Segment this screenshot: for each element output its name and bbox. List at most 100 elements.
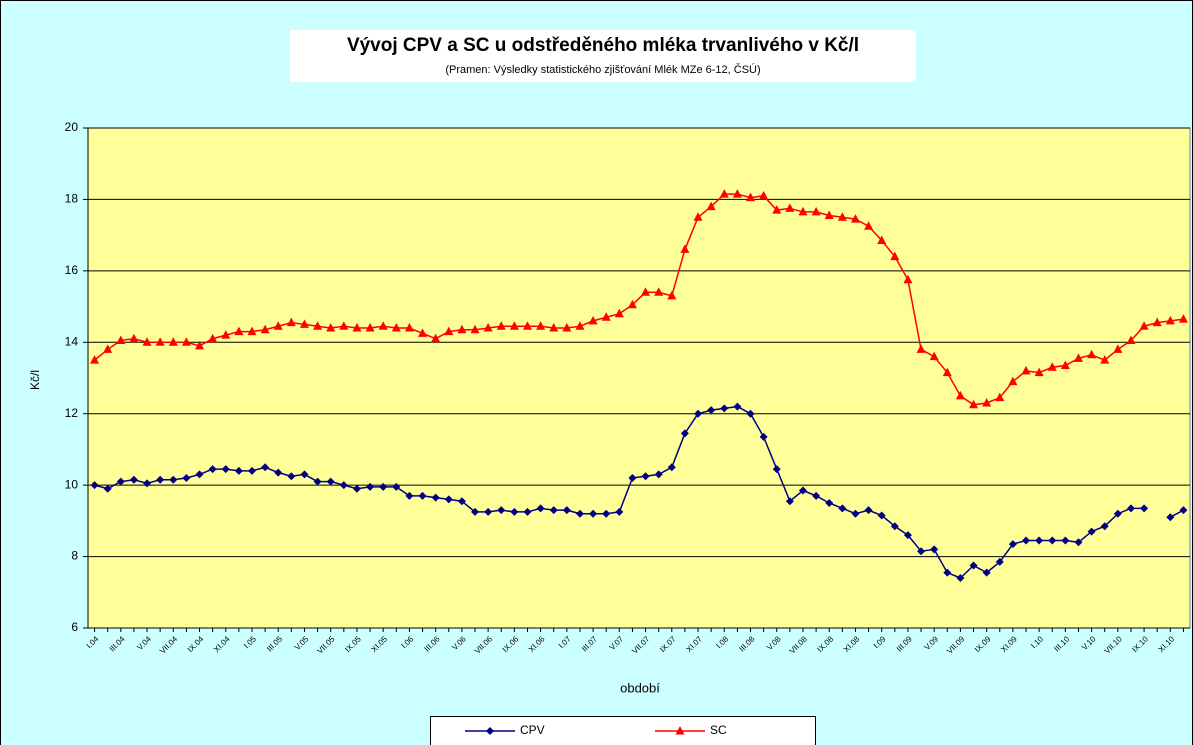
data-point bbox=[982, 568, 991, 577]
data-point bbox=[995, 557, 1004, 566]
data-point bbox=[707, 406, 716, 415]
data-point bbox=[181, 337, 191, 346]
data-point bbox=[182, 474, 191, 482]
data-point bbox=[326, 477, 335, 486]
data-point bbox=[444, 326, 454, 336]
data-point bbox=[562, 323, 572, 332]
data-point bbox=[969, 399, 979, 409]
data-point bbox=[811, 206, 821, 216]
title-box bbox=[290, 30, 916, 82]
data-point bbox=[536, 504, 545, 513]
data-point bbox=[208, 465, 217, 474]
data-point bbox=[510, 507, 519, 516]
data-point bbox=[496, 321, 506, 330]
data-point bbox=[812, 491, 821, 500]
data-point bbox=[562, 506, 571, 515]
data-point bbox=[602, 509, 611, 518]
data-point bbox=[195, 340, 205, 350]
data-point bbox=[903, 531, 912, 540]
data-point bbox=[168, 337, 178, 346]
y-tick-label: 14 bbox=[65, 334, 79, 348]
data-point bbox=[798, 486, 807, 495]
data-point bbox=[471, 507, 480, 516]
data-point bbox=[759, 190, 769, 200]
data-point bbox=[693, 212, 703, 221]
data-point bbox=[890, 522, 899, 531]
data-point bbox=[352, 484, 361, 493]
legend-label: SC bbox=[710, 723, 727, 737]
data-point bbox=[404, 323, 414, 332]
data-point bbox=[916, 344, 926, 353]
data-point bbox=[589, 509, 598, 518]
data-point bbox=[169, 475, 178, 484]
data-point bbox=[1022, 536, 1031, 545]
data-point bbox=[1073, 353, 1083, 362]
data-point bbox=[391, 323, 401, 332]
data-point bbox=[1061, 536, 1070, 545]
data-point bbox=[772, 465, 781, 474]
y-tick-label: 12 bbox=[65, 406, 79, 420]
data-point bbox=[1113, 509, 1122, 518]
data-point bbox=[1087, 527, 1096, 536]
data-point bbox=[1100, 355, 1110, 364]
data-point bbox=[917, 547, 926, 556]
data-point bbox=[378, 321, 388, 330]
data-point bbox=[1035, 536, 1044, 545]
data-point bbox=[850, 214, 860, 223]
legend-marker bbox=[675, 726, 685, 735]
data-point bbox=[1179, 506, 1188, 515]
data-point bbox=[1060, 360, 1070, 369]
data-point bbox=[274, 468, 283, 477]
data-point bbox=[509, 321, 519, 330]
data-point bbox=[825, 499, 834, 507]
data-point bbox=[680, 429, 689, 438]
data-point bbox=[1087, 349, 1097, 359]
data-point bbox=[156, 475, 165, 484]
data-point bbox=[772, 205, 782, 214]
data-point bbox=[1113, 344, 1123, 353]
legend-label: CPV bbox=[520, 723, 545, 737]
y-tick-label: 18 bbox=[65, 192, 79, 206]
data-point bbox=[746, 409, 755, 418]
data-point bbox=[549, 506, 558, 515]
data-point bbox=[615, 507, 624, 516]
data-point bbox=[392, 482, 401, 491]
data-point bbox=[418, 328, 428, 337]
legend-box bbox=[430, 716, 816, 745]
data-point bbox=[627, 299, 637, 309]
data-point bbox=[247, 326, 257, 336]
data-point bbox=[785, 203, 795, 212]
data-point bbox=[575, 321, 585, 330]
data-point bbox=[601, 312, 611, 321]
data-point bbox=[628, 474, 637, 482]
data-point bbox=[221, 330, 231, 339]
data-point bbox=[366, 482, 375, 491]
data-point bbox=[798, 206, 808, 216]
y-tick-label: 20 bbox=[65, 120, 79, 134]
data-point bbox=[890, 251, 900, 261]
data-point bbox=[470, 324, 480, 334]
data-point bbox=[930, 545, 939, 554]
data-point bbox=[864, 221, 874, 230]
data-point bbox=[431, 333, 441, 343]
data-point bbox=[733, 402, 742, 411]
data-point bbox=[497, 506, 506, 515]
data-point bbox=[746, 192, 756, 202]
data-point bbox=[155, 337, 165, 346]
data-point bbox=[680, 244, 690, 253]
data-point bbox=[1165, 315, 1175, 325]
data-point bbox=[1139, 321, 1149, 330]
data-point bbox=[116, 477, 125, 486]
data-point bbox=[195, 470, 204, 479]
y-tick-label: 6 bbox=[71, 620, 78, 634]
data-point bbox=[129, 475, 138, 484]
data-point bbox=[234, 466, 243, 475]
data-point bbox=[300, 470, 309, 479]
data-point bbox=[522, 321, 532, 330]
y-tick-label: 8 bbox=[71, 549, 78, 563]
data-point bbox=[1126, 504, 1135, 513]
data-point bbox=[326, 323, 336, 332]
data-point bbox=[694, 409, 703, 418]
data-point bbox=[142, 337, 152, 346]
